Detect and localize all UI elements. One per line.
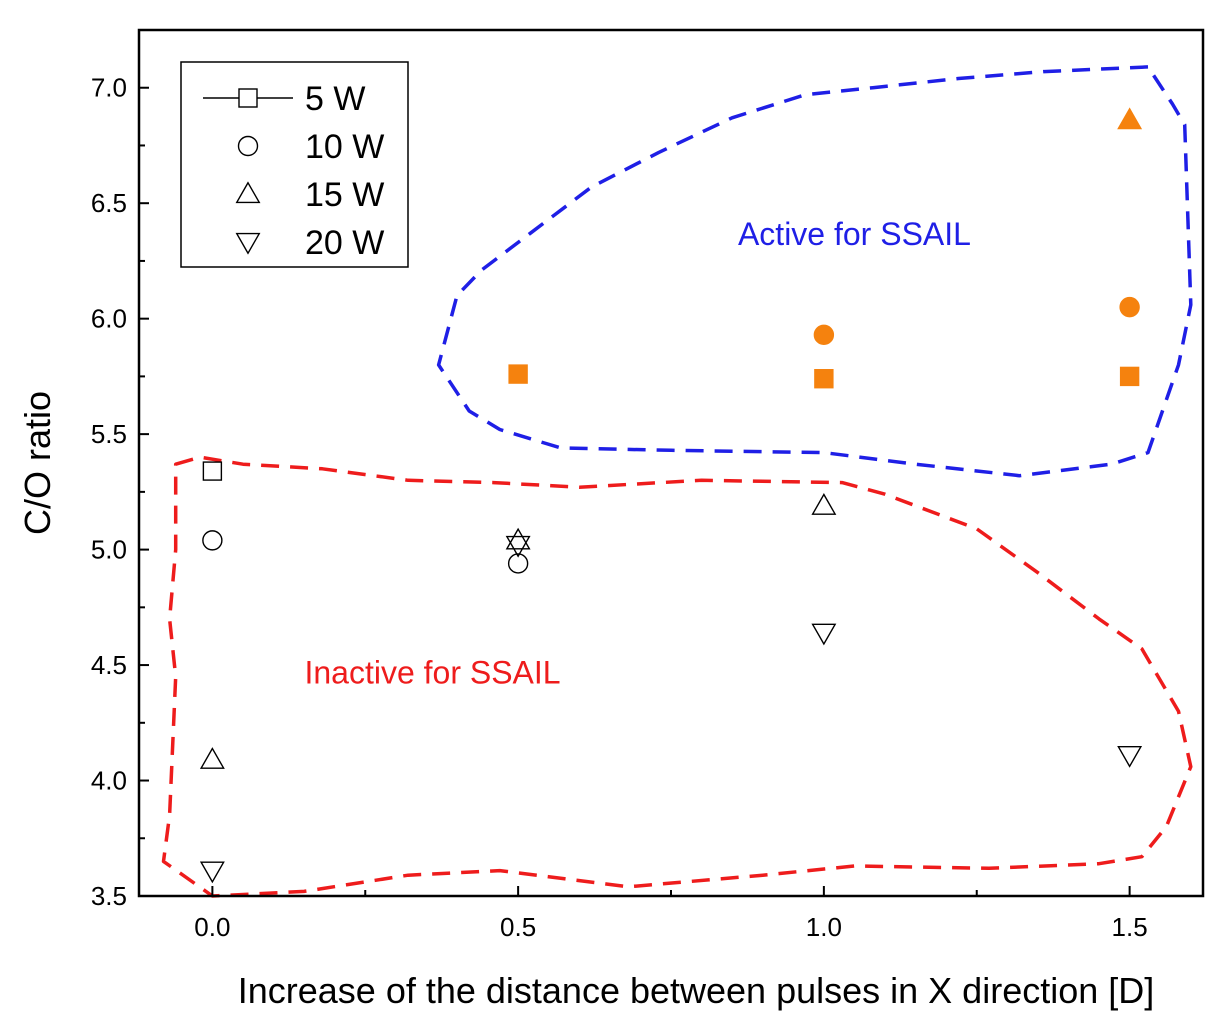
legend-label: 20 W — [305, 224, 384, 262]
axes-layer: 0.0 0.5 1.0 1.5 3.5 4.0 4.5 5.0 5.5 6.0 6.5 7.0 Incr… — [17, 28, 1205, 1011]
y-tick-label: 7.0 — [91, 73, 127, 103]
data-point-square — [508, 364, 528, 384]
legend-label: 5 W — [305, 80, 365, 118]
legend-marker-circle — [237, 135, 259, 157]
region-boundary-1 — [161, 455, 1193, 898]
x-tick-label: 1.0 — [806, 912, 842, 942]
data-point-triangle-down — [1117, 745, 1143, 768]
region-label-0: Active for SSAIL — [738, 216, 971, 252]
legend-marker-triangle-up — [235, 181, 261, 204]
legend-label: 15 W — [305, 176, 384, 214]
y-tick-label: 4.5 — [91, 650, 127, 680]
data-point-square — [1119, 366, 1140, 387]
y-tick-label: 6.5 — [91, 188, 127, 218]
y-tick-label: 3.5 — [91, 881, 127, 911]
data-point-circle — [813, 324, 835, 346]
data-point-circle — [507, 553, 529, 574]
y-tick-label: 5.0 — [91, 535, 127, 565]
data-point-triangle-down — [505, 535, 531, 558]
x-tick-label: 0.5 — [500, 912, 536, 942]
data-point-square — [202, 461, 223, 481]
data-point-triangle-up — [1117, 107, 1143, 130]
legend-marker-square — [238, 88, 258, 108]
y-tick-label: 4.0 — [91, 766, 127, 796]
data-point-square — [814, 369, 834, 389]
y-axis-label: C/O ratio — [17, 391, 58, 535]
data-point-triangle-up — [811, 493, 837, 515]
data-point-triangle-down — [199, 861, 225, 884]
legend-label: 10 W — [305, 128, 384, 166]
x-tick-label: 1.5 — [1112, 912, 1148, 942]
labels-layer: Active for SSAIL Inactive for SSAIL — [304, 216, 970, 691]
data-point-circle — [1119, 296, 1140, 318]
region-boundary-0 — [436, 65, 1193, 478]
y-tick-label: 6.0 — [91, 304, 127, 334]
x-tick-label: 0.0 — [194, 912, 230, 942]
data-point-triangle-up — [505, 527, 531, 550]
legend: 5 W 10 W 15 W 20 W — [180, 61, 409, 268]
data-point-triangle-down — [811, 623, 837, 646]
data-point-triangle-up — [199, 747, 225, 769]
legend-box — [180, 61, 409, 268]
points-layer — [199, 107, 1143, 884]
regions-layer — [161, 65, 1193, 898]
data-point-circle — [202, 530, 223, 551]
y-tick-label: 5.5 — [91, 419, 127, 449]
region-label-1: Inactive for SSAIL — [304, 655, 560, 691]
legend-marker-triangle-down — [235, 232, 261, 255]
x-axis-label: Increase of the distance between pulses … — [238, 970, 1155, 1011]
